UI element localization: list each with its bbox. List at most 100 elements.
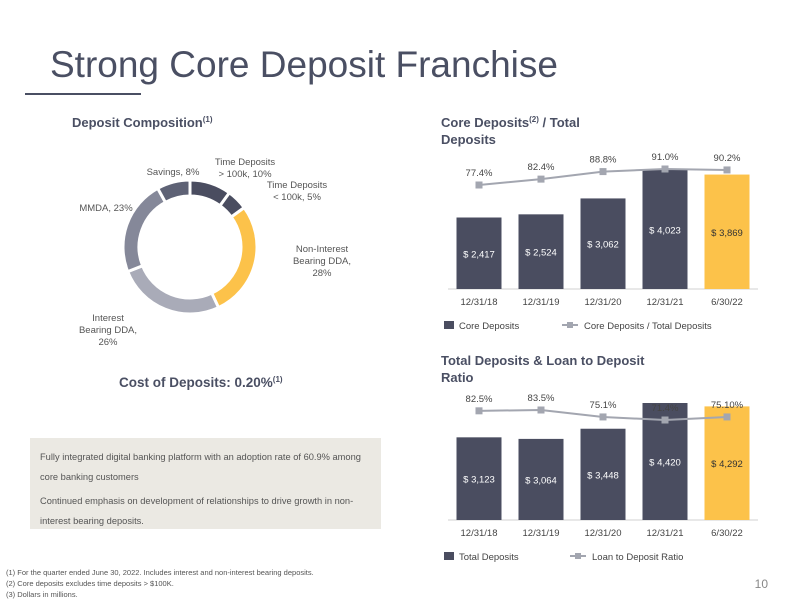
page-number: 10 [754, 577, 768, 591]
donut-slice-label: > 100k, 10% [218, 169, 272, 180]
cost-of-deposits-text: Cost of Deposits: 0.20% [119, 375, 273, 390]
x-tick-label: 12/31/18 [461, 528, 498, 539]
legend-bar-swatch [444, 321, 454, 329]
ratio-value-label: 90.2% [714, 153, 741, 164]
x-tick-label: 12/31/20 [585, 528, 622, 539]
callout-line-1: Fully integrated digital banking platfor… [40, 452, 361, 482]
legend-bar-label: Total Deposits [459, 552, 519, 563]
footnote-1: (1) For the quarter ended June 30, 2022.… [6, 568, 314, 577]
ratio-value-label: 91.0% [652, 152, 679, 163]
donut-slice [121, 186, 168, 274]
donut-slice-label: Interest [92, 313, 124, 324]
x-tick-label: 12/31/18 [461, 297, 498, 308]
x-tick-label: 12/31/20 [585, 297, 622, 308]
page-title: Strong Core Deposit Franchise [50, 44, 558, 85]
legend-line-marker [575, 553, 581, 559]
ratio-value-label: 82.4% [528, 162, 555, 173]
total-deposits-title-line1: Total Deposits & Loan to Deposit [441, 353, 645, 368]
bar [518, 438, 564, 520]
ratio-point [537, 406, 545, 414]
bar-value-label: $ 2,524 [525, 248, 557, 259]
donut-slice-label: 28% [312, 268, 332, 279]
ratio-point [661, 416, 669, 424]
bar [518, 214, 564, 289]
total-deposits-title-line2: Ratio [441, 370, 474, 385]
bar [580, 198, 626, 289]
bar [456, 217, 502, 289]
ratio-value-label: 82.5% [466, 394, 493, 405]
bar-value-label: $ 4,023 [649, 226, 681, 237]
deposit-composition-donut: Time Deposits> 100k, 10%Time Deposits< 1… [79, 157, 351, 348]
bar-value-label: $ 4,420 [649, 458, 681, 469]
ratio-value-label: 71.4% [652, 403, 679, 414]
x-tick-label: 12/31/19 [523, 528, 560, 539]
bar-value-label: $ 3,062 [587, 240, 619, 251]
deposit-composition-title-footnote: (1) [202, 115, 213, 124]
ratio-value-label: 83.5% [528, 393, 555, 404]
x-tick-label: 12/31/21 [647, 297, 684, 308]
bar [704, 406, 750, 520]
ratio-point [475, 181, 483, 189]
donut-slice-label: Bearing DDA, [293, 256, 351, 267]
donut-slice-label: Bearing DDA, [79, 325, 137, 336]
footnote-2: (2) Core deposits excludes time deposits… [6, 579, 174, 588]
digital-banking-callout: Fully integrated digital banking platfor… [30, 438, 381, 529]
donut-slice-label: Time Deposits [267, 180, 328, 191]
core-deposits-chart-title: Core Deposits(2) / Total Deposits [441, 111, 641, 148]
core-deposits-title-a: Core Deposits [441, 115, 530, 130]
donut-slice-label: < 100k, 5% [273, 192, 321, 203]
bar [704, 174, 750, 289]
ratio-point [599, 413, 607, 421]
bar [642, 170, 688, 289]
bar-value-label: $ 3,448 [587, 470, 619, 481]
legend-line-label: Core Deposits / Total Deposits [584, 321, 712, 332]
title-underline [25, 93, 141, 95]
legend-line-marker [567, 322, 573, 328]
donut-slice [155, 178, 192, 205]
donut-slice-label: Non-Interest [296, 244, 349, 255]
total-deposits-chart: $ 3,123 12/31/18 $ 3,064 12/31/19 $ 3,448 12/… [444, 393, 758, 563]
ratio-point [599, 168, 607, 176]
bar-value-label: $ 3,123 [463, 475, 495, 486]
donut-slice-label: MMDA, 23% [79, 203, 133, 214]
cost-of-deposits-footnote: (1) [272, 375, 283, 384]
bar [580, 428, 626, 520]
core-deposits-chart: $ 2,417 12/31/18 $ 2,524 12/31/19 $ 3,062 12/… [444, 152, 758, 332]
core-deposits-title-footnote: (2) [529, 115, 539, 124]
x-tick-label: 12/31/21 [647, 528, 684, 539]
bar-value-label: $ 3,064 [525, 475, 557, 486]
donut-slice-label: Savings, 8% [147, 167, 200, 178]
legend-bar-swatch [444, 552, 454, 560]
legend-bar-label: Core Deposits [459, 321, 519, 332]
ratio-point [723, 166, 731, 174]
cost-of-deposits-label: Cost of Deposits: 0.20%(1) [119, 375, 283, 390]
x-tick-label: 6/30/22 [711, 528, 743, 539]
deposit-composition-title: Deposit Composition(1) [72, 111, 213, 131]
bar-value-label: $ 4,292 [711, 459, 743, 470]
ratio-point [475, 407, 483, 415]
callout-line-2: Continued emphasis on development of rel… [40, 496, 354, 526]
legend-line-label: Loan to Deposit Ratio [592, 552, 683, 563]
donut-slice-label: Time Deposits [215, 157, 276, 168]
core-deposits-title-line2: Deposits [441, 132, 496, 147]
ratio-point [661, 165, 669, 173]
deposit-composition-title-text: Deposit Composition [72, 115, 203, 130]
ratio-point [723, 413, 731, 421]
core-deposits-title-b: / Total [538, 115, 580, 130]
x-tick-label: 6/30/22 [711, 297, 743, 308]
x-tick-label: 12/31/19 [523, 297, 560, 308]
ratio-value-label: 88.8% [590, 155, 617, 166]
bar-value-label: $ 3,869 [711, 228, 743, 239]
footnotes: (1) For the quarter ended June 30, 2022.… [6, 567, 314, 600]
footnote-3: (3) Dollars in millions. [6, 590, 78, 599]
ratio-value-label: 75.1% [590, 400, 617, 411]
ratio-value-label: 75.10% [711, 400, 744, 411]
bar [456, 437, 502, 520]
donut-slice [209, 205, 259, 310]
donut-slice [125, 263, 221, 316]
ratio-point [537, 175, 545, 183]
bar-value-label: $ 2,417 [463, 249, 495, 260]
ratio-value-label: 77.4% [466, 168, 493, 179]
donut-slice-label: 26% [98, 337, 118, 348]
total-deposits-chart-title: Total Deposits & Loan to Deposit Ratio [441, 352, 681, 386]
